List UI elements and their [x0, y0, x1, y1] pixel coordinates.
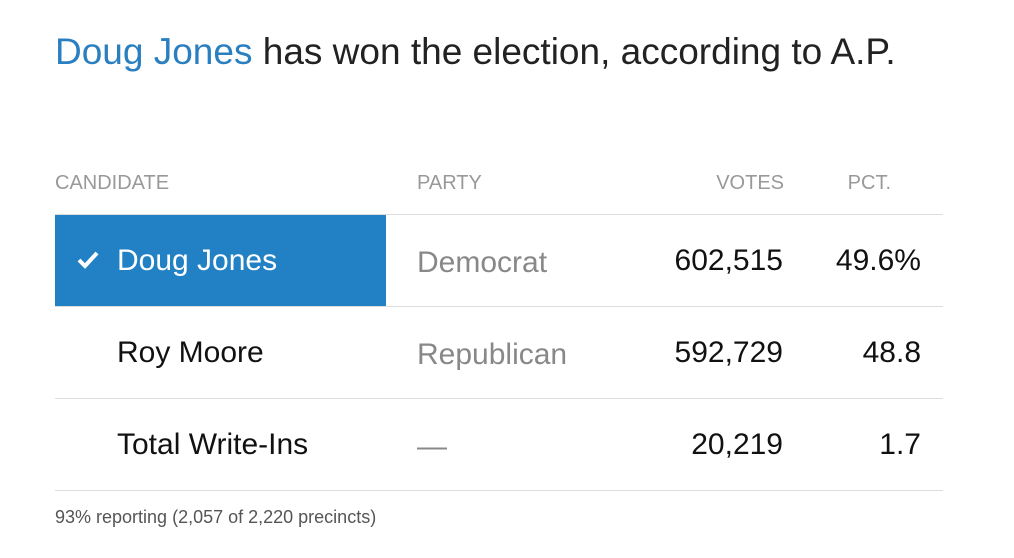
candidate-name: Roy Moore [117, 336, 264, 369]
percent: 49.6% [835, 244, 921, 277]
votes: 20,219 [691, 428, 783, 461]
table-row: Doug Jones Democrat 602,515 49.6% [55, 214, 943, 306]
candidate-name: Doug Jones [117, 244, 278, 277]
column-header: CANDIDATE [55, 172, 170, 194]
candidate-name: Total Write-Ins [117, 428, 309, 461]
table-row: Roy Moore Republican 592,729 48.8 [55, 306, 943, 398]
headline-text: has won the election, according to A.P. [262, 31, 896, 72]
check-icon [77, 251, 99, 269]
party: Republican [417, 338, 568, 371]
reporting-note: 93% reporting (2,057 of 2,220 precincts) [55, 507, 377, 527]
party: — [417, 430, 447, 463]
party: Democrat [417, 246, 548, 279]
table-row: Total Write-Ins — 20,219 1.7 [55, 398, 943, 491]
votes: 602,515 [674, 244, 783, 277]
votes: 592,729 [674, 336, 783, 369]
headline: Doug Jones has won the election, accordi… [55, 24, 935, 80]
column-header: PARTY [417, 172, 482, 194]
candidate-cell: Doug Jones [55, 215, 386, 306]
percent: 48.8 [862, 336, 921, 369]
winner-link[interactable]: Doug Jones [55, 31, 253, 72]
column-header: VOTES [716, 172, 784, 194]
percent: 1.7 [879, 428, 921, 461]
column-header: PCT. [847, 172, 891, 194]
